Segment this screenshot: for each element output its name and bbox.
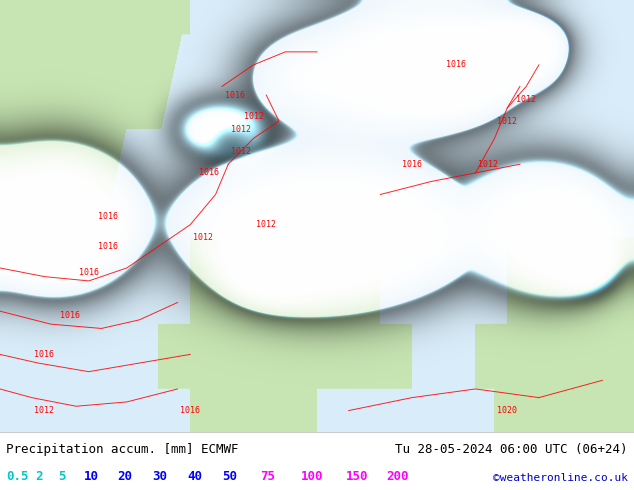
Text: 1016: 1016 <box>34 350 55 359</box>
Text: 1012: 1012 <box>478 160 498 169</box>
Text: 30: 30 <box>152 470 167 483</box>
Text: 1016: 1016 <box>199 169 219 177</box>
Text: 1012: 1012 <box>497 117 517 125</box>
Text: 1016: 1016 <box>79 268 99 277</box>
Text: 150: 150 <box>346 470 368 483</box>
Text: 1012: 1012 <box>231 147 251 156</box>
Text: ©weatheronline.co.uk: ©weatheronline.co.uk <box>493 473 628 483</box>
Text: 50: 50 <box>222 470 237 483</box>
Text: 1012: 1012 <box>34 406 55 415</box>
Text: 20: 20 <box>117 470 133 483</box>
Text: 2: 2 <box>35 470 42 483</box>
Text: 1016: 1016 <box>402 160 422 169</box>
Text: 1016: 1016 <box>180 406 200 415</box>
Text: 1016: 1016 <box>98 242 118 251</box>
Text: 200: 200 <box>387 470 409 483</box>
Text: 1012: 1012 <box>256 220 276 229</box>
Text: 1012: 1012 <box>516 95 536 104</box>
Text: 100: 100 <box>301 470 323 483</box>
Text: 0.5: 0.5 <box>6 470 29 483</box>
Text: 75: 75 <box>260 470 275 483</box>
Text: 1016: 1016 <box>224 91 245 99</box>
Text: 10: 10 <box>84 470 99 483</box>
Text: Tu 28-05-2024 06:00 UTC (06+24): Tu 28-05-2024 06:00 UTC (06+24) <box>395 442 628 456</box>
Text: 5: 5 <box>58 470 66 483</box>
Text: 1016: 1016 <box>60 311 80 320</box>
Text: 1016: 1016 <box>446 60 467 69</box>
Text: 1012: 1012 <box>231 125 251 134</box>
Text: 1012: 1012 <box>243 112 264 121</box>
Text: Precipitation accum. [mm] ECMWF: Precipitation accum. [mm] ECMWF <box>6 442 239 456</box>
Text: 40: 40 <box>187 470 202 483</box>
Text: 1020: 1020 <box>497 406 517 415</box>
Text: 1012: 1012 <box>193 233 213 242</box>
Text: 1016: 1016 <box>98 212 118 220</box>
